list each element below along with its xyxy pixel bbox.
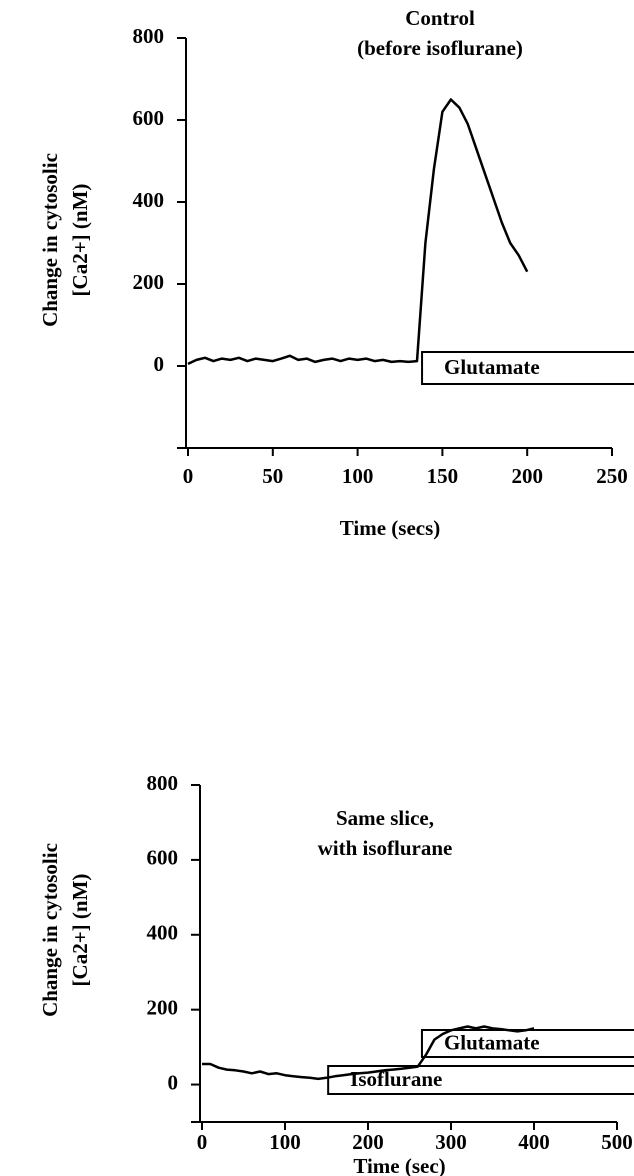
annotation-label: Glutamate	[444, 355, 540, 379]
x-axis-label: Time (secs)	[340, 516, 441, 540]
y-tick-label: 0	[168, 1070, 179, 1094]
x-axis-label: Time (sec)	[353, 1154, 445, 1176]
x-tick-label: 0	[183, 464, 194, 488]
chart-title: Control	[405, 6, 475, 30]
x-tick-label: 250	[596, 464, 628, 488]
x-tick-label: 400	[518, 1130, 550, 1154]
data-line	[187, 98, 529, 366]
data-line	[202, 1025, 535, 1081]
x-tick-label: 150	[427, 464, 459, 488]
x-tick-label: 0	[197, 1130, 208, 1154]
y-tick-label: 800	[147, 771, 179, 795]
chart-subtitle: with isoflurane	[318, 836, 453, 860]
x-tick-label: 200	[352, 1130, 384, 1154]
y-tick-label: 0	[154, 352, 165, 376]
x-tick-label: 100	[342, 464, 374, 488]
chart-title: Same slice,	[336, 806, 434, 830]
chart-subtitle: (before isoflurane)	[357, 36, 523, 60]
y-tick-label: 400	[133, 188, 165, 212]
annotation-box	[421, 351, 634, 385]
y-tick-label: 600	[133, 106, 165, 130]
x-tick-label: 300	[435, 1130, 467, 1154]
y-tick-label: 200	[133, 270, 165, 294]
x-tick-label: 100	[269, 1130, 301, 1154]
x-tick-label: 500	[601, 1130, 633, 1154]
annotation-label: Glutamate	[444, 1030, 540, 1054]
x-tick-label: 50	[262, 464, 283, 488]
y-tick-label: 400	[147, 921, 179, 945]
x-tick-label: 200	[511, 464, 543, 488]
y-tick-label: 200	[147, 995, 179, 1019]
y-axis-label: Change in cytosolic	[38, 843, 62, 1017]
y-tick-label: 600	[147, 846, 179, 870]
y-axis-label: [Ca2+] (nM)	[68, 184, 92, 297]
y-tick-label: 800	[133, 24, 165, 48]
annotation-box	[327, 1065, 634, 1095]
y-axis-label: Change in cytosolic	[38, 153, 62, 327]
annotation-label: Isoflurane	[350, 1067, 442, 1091]
y-axis-label: [Ca2+] (nM)	[68, 874, 92, 987]
